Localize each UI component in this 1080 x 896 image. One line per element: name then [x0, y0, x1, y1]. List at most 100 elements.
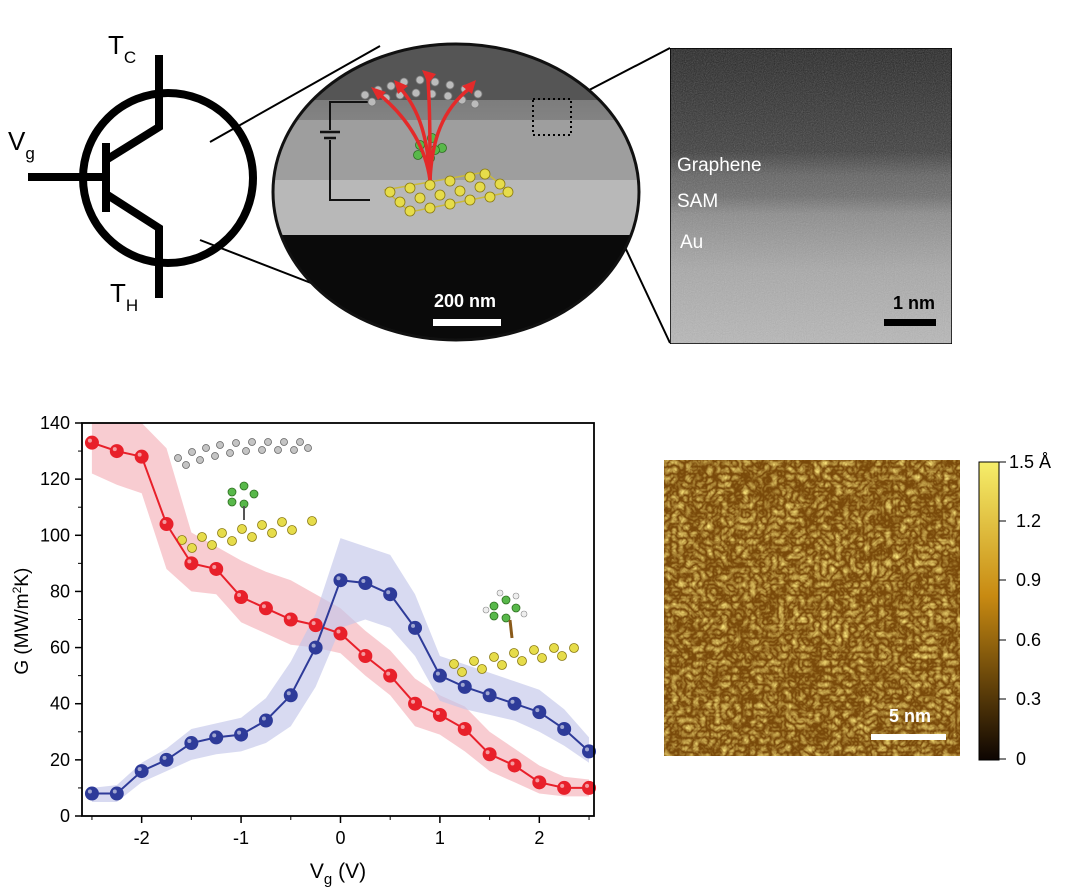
colorbar-tick-1-2: 1.2 [1016, 511, 1042, 531]
series-0-point [457, 721, 472, 736]
point-highlight [411, 699, 416, 704]
series-1-point [84, 786, 99, 801]
series-0-point [432, 707, 447, 722]
series-0-point [134, 449, 149, 464]
point-marker [308, 618, 323, 633]
y-tick-label: 0 [60, 806, 70, 826]
point-highlight [286, 691, 291, 696]
point-marker [532, 705, 547, 720]
point-highlight [112, 447, 117, 452]
point-highlight [510, 699, 515, 704]
point-marker [258, 713, 273, 728]
point-marker [557, 721, 572, 736]
series-1-point [109, 786, 124, 801]
point-marker [432, 668, 447, 683]
inset-molecule-graphene [174, 438, 317, 553]
series-1-point [184, 736, 199, 751]
point-marker [84, 786, 99, 801]
point-marker [333, 573, 348, 588]
y-tick-label: 100 [40, 525, 70, 545]
y-tick-label: 40 [50, 694, 70, 714]
point-marker [408, 620, 423, 635]
series-1-point [408, 620, 423, 635]
point-marker [258, 601, 273, 616]
series-1-point [358, 576, 373, 591]
transistor-symbol [28, 55, 257, 298]
series-1-point [308, 640, 323, 655]
point-marker [134, 764, 149, 779]
point-highlight [386, 590, 391, 595]
series-1-point [557, 721, 572, 736]
series-0-point [283, 612, 298, 627]
point-marker [84, 435, 99, 450]
point-highlight [510, 761, 515, 766]
point-marker [532, 775, 547, 790]
series-1-point [209, 730, 224, 745]
series-0-point [109, 444, 124, 459]
series-0-point [358, 648, 373, 663]
point-highlight [87, 789, 92, 794]
stm-colorbar [978, 461, 1006, 761]
transistor-left-label: Vg [8, 126, 35, 163]
point-highlight [212, 564, 217, 569]
series-0-point [532, 775, 547, 790]
point-highlight [162, 520, 167, 525]
x-tick-label: 1 [435, 828, 445, 848]
point-marker [383, 668, 398, 683]
point-marker [109, 444, 124, 459]
point-marker [333, 626, 348, 641]
point-highlight [386, 671, 391, 676]
y-tick-label: 20 [50, 750, 70, 770]
point-highlight [137, 452, 142, 457]
point-highlight [435, 671, 440, 676]
point-marker [358, 576, 373, 591]
point-marker [184, 736, 199, 751]
y-axis-label: G (MW/m2K) [9, 567, 34, 675]
y-tick-label: 60 [50, 638, 70, 658]
point-marker [482, 688, 497, 703]
point-marker [159, 752, 174, 767]
point-highlight [460, 724, 465, 729]
series-1-point [159, 752, 174, 767]
series-0-point [333, 626, 348, 641]
point-highlight [336, 576, 341, 581]
point-marker [209, 730, 224, 745]
series-0-point [557, 780, 572, 795]
colorbar-tick-0-9: 0.9 [1016, 570, 1042, 590]
series-1-point [457, 679, 472, 694]
point-highlight [585, 783, 590, 788]
point-highlight [261, 604, 266, 609]
stem-label-au: Au [680, 232, 704, 253]
point-marker [457, 721, 472, 736]
series-1-point [283, 688, 298, 703]
point-marker [358, 648, 373, 663]
point-highlight [361, 651, 366, 656]
point-highlight [212, 733, 217, 738]
series-1-point [582, 744, 597, 759]
series-1-point [234, 727, 249, 742]
series-1-point [482, 688, 497, 703]
transistor-emitter-lead [103, 190, 163, 298]
series-0-point [408, 696, 423, 711]
point-highlight [411, 623, 416, 628]
x-axis-label: Vg (V) [309, 860, 367, 888]
series-0-point [507, 758, 522, 773]
series-0-point [582, 780, 597, 795]
stem-label-graphene: Graphene [677, 155, 762, 176]
series-1-point [532, 705, 547, 720]
colorbar-tick-0: 0 [1016, 749, 1027, 769]
point-marker [308, 640, 323, 655]
point-marker [432, 707, 447, 722]
series-1-point [258, 713, 273, 728]
point-marker [184, 556, 199, 571]
series-0-point [482, 747, 497, 762]
point-highlight [311, 643, 316, 648]
series-0-point [308, 618, 323, 633]
series-1-point [507, 696, 522, 711]
y-tick-label: 80 [50, 581, 70, 601]
series-0-point [234, 590, 249, 605]
series-0-point [84, 435, 99, 450]
point-highlight [460, 682, 465, 687]
point-highlight [261, 716, 266, 721]
stem-scale-label: 1 nm [892, 293, 935, 313]
